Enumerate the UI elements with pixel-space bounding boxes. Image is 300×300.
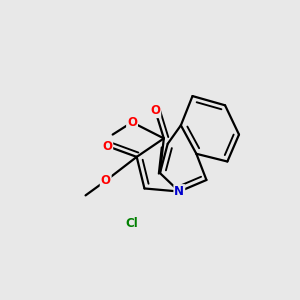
Text: Cl: Cl (126, 217, 138, 230)
Text: O: O (150, 104, 160, 117)
Text: O: O (101, 174, 111, 187)
Text: O: O (127, 116, 137, 129)
Text: O: O (102, 140, 112, 153)
Text: N: N (174, 185, 184, 198)
